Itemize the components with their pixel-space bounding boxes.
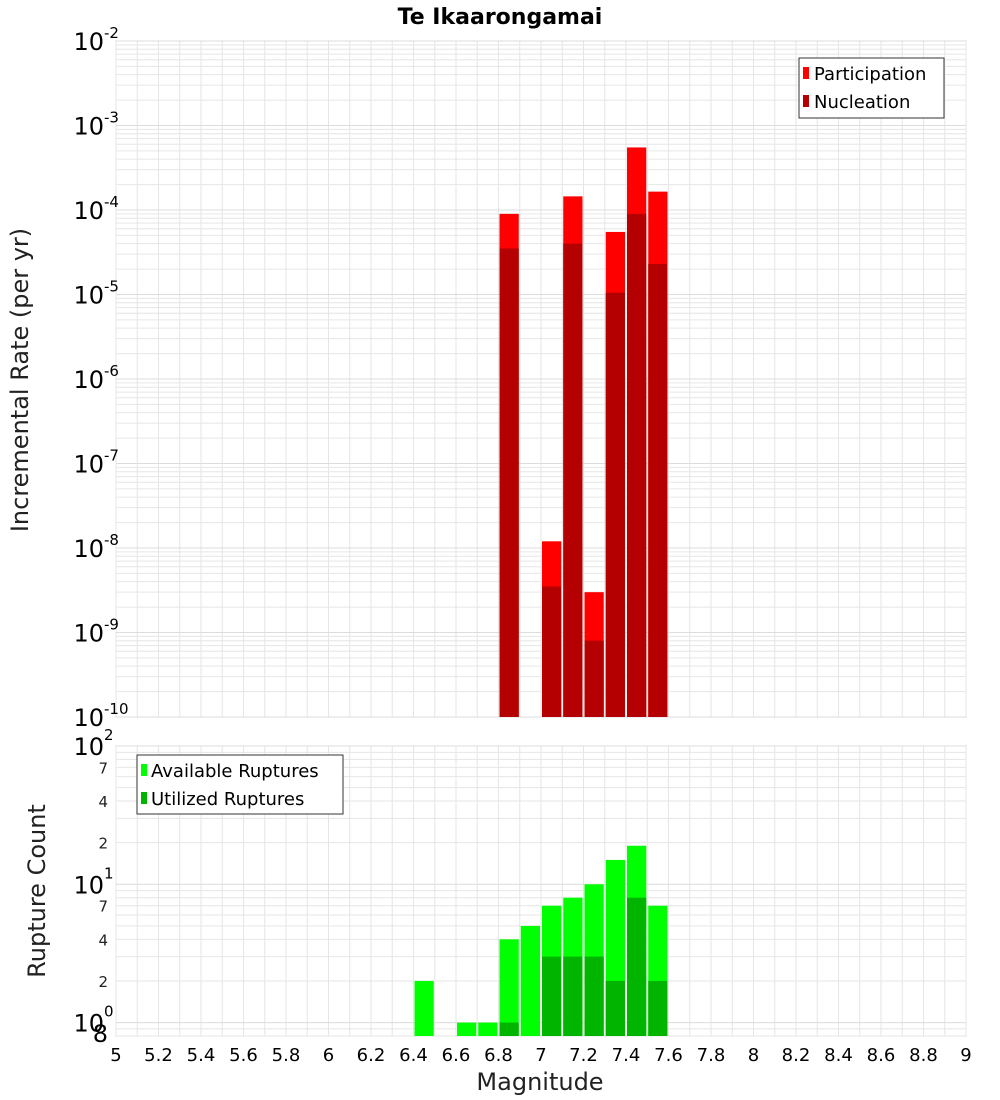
count-y-tick-base: 10 (73, 733, 104, 761)
rate-nucleation-bar (605, 292, 625, 717)
count-y-tick-minor: 8 (93, 1020, 108, 1048)
count-y-tick-base: 10 (73, 1010, 104, 1038)
x-tick-label: 6.4 (399, 1045, 428, 1066)
rate-y-tick-base: 10 (73, 197, 104, 225)
rate-y-tick-exponent: -4 (104, 193, 119, 211)
x-tick-label: 8.4 (824, 1045, 853, 1066)
rate-y-tick-base: 10 (73, 535, 104, 563)
nucleation-swatch (803, 95, 809, 107)
count-y-tick-minor: 7 (98, 898, 108, 916)
nucleation-legend-label: Nucleation (814, 92, 910, 113)
rate-y-tick-base: 10 (73, 282, 104, 310)
x-axis-label: Magnitude (476, 1068, 603, 1096)
count-y-tick-minor: 2 (98, 973, 108, 991)
count-available-ruptures-bar (478, 1022, 498, 1036)
x-tick-label: 6.6 (442, 1045, 471, 1066)
rate-y-tick-base: 10 (73, 28, 104, 56)
rate-nucleation-bar (499, 248, 519, 717)
count-y-tick-exponent: 0 (104, 1003, 114, 1021)
rate-y-tick-exponent: -5 (104, 278, 119, 296)
rate-y-axis-label: Incremental Rate (per yr) (6, 228, 34, 532)
rate-y-tick-base: 10 (73, 366, 104, 394)
count-y-tick-exponent: 2 (104, 726, 114, 744)
utilized-swatch (141, 792, 147, 804)
available-legend-label: Available Ruptures (151, 761, 319, 782)
x-tick-label: 7.4 (612, 1045, 641, 1066)
count-utilized-ruptures-bar (605, 980, 625, 1036)
rate-legend-box (798, 57, 945, 119)
rate-nucleation-bar (563, 243, 583, 718)
count-available-ruptures-bar (414, 980, 434, 1036)
count-y-tick-minor: 4 (98, 931, 108, 949)
rate-y-tick-exponent: -8 (104, 531, 119, 549)
utilized-legend-label: Utilized Ruptures (151, 789, 304, 810)
x-tick-label: 7.8 (697, 1045, 726, 1066)
count-utilized-ruptures-bar (627, 897, 647, 1036)
count-y-tick-minor: 4 (98, 793, 108, 811)
chart-title: Te Ikaarongamai (398, 5, 603, 30)
count-plot-bars (414, 845, 668, 1036)
rate-nucleation-bar (542, 586, 562, 717)
count-available-ruptures-bar (499, 939, 519, 1036)
x-tick-label: 6.2 (357, 1045, 386, 1066)
x-tick-label: 7.6 (654, 1045, 683, 1066)
rate-plot-y-ticks: 10-210-310-410-510-610-710-810-910-10 (73, 24, 128, 732)
x-tick-label: 5.8 (272, 1045, 301, 1066)
count-y-axis-label: Rupture Count (23, 804, 51, 978)
rate-y-tick-exponent: -2 (104, 24, 119, 42)
rate-y-tick-exponent: -10 (104, 700, 129, 718)
x-tick-label: 8.6 (867, 1045, 896, 1066)
rate-y-tick-base: 10 (73, 451, 104, 479)
count-y-tick-exponent: 1 (104, 864, 114, 882)
x-tick-label: 5.4 (187, 1045, 216, 1066)
x-tick-label: 6.8 (484, 1045, 513, 1066)
count-legend-box (136, 754, 344, 815)
count-y-tick-minor: 2 (98, 835, 108, 853)
count-available-ruptures-bar (457, 1022, 477, 1036)
count-utilized-ruptures-bar (542, 956, 562, 1036)
rate-plot: 10-210-310-410-510-610-710-810-910-10 Pa… (6, 24, 967, 732)
available-swatch (141, 764, 147, 776)
count-utilized-ruptures-bar (584, 956, 604, 1036)
x-tick-label: 6 (323, 1045, 334, 1066)
rate-nucleation-bar (584, 640, 604, 717)
rate-nucleation-bar (627, 213, 647, 717)
participation-legend-label: Participation (814, 64, 926, 85)
count-available-ruptures-bar (520, 925, 540, 1036)
x-tick-label: 8.2 (782, 1045, 811, 1066)
rate-y-tick-base: 10 (73, 704, 104, 732)
x-tick-label: 8 (748, 1045, 759, 1066)
rate-y-tick-base: 10 (73, 620, 104, 648)
x-tick-label: 5 (110, 1045, 121, 1066)
x-tick-label: 5.6 (229, 1045, 258, 1066)
rate-y-tick-exponent: -7 (104, 447, 119, 465)
count-utilized-ruptures-bar (563, 956, 583, 1036)
x-tick-label: 7.2 (569, 1045, 598, 1066)
count-y-tick-minor: 7 (98, 759, 108, 777)
rate-y-tick-base: 10 (73, 113, 104, 141)
count-utilized-ruptures-bar (648, 980, 668, 1036)
participation-swatch (803, 67, 809, 79)
x-tick-label: 7 (535, 1045, 546, 1066)
rate-plot-grid (115, 40, 967, 718)
count-legend: Available Ruptures Utilized Ruptures (136, 754, 344, 815)
x-tick-label: 8.8 (909, 1045, 938, 1066)
count-y-tick-base: 10 (73, 871, 104, 899)
rate-y-tick-exponent: -9 (104, 616, 119, 634)
rate-legend: Participation Nucleation (798, 57, 945, 119)
rate-plot-bars (499, 147, 668, 718)
x-axis-ticks: 5 5.2 5.4 5.6 5.8 6 6.2 6.4 6.6 6.8 7 7.2 7.4 7.6 7.8 8… (110, 1045, 971, 1066)
rate-y-tick-exponent: -6 (104, 362, 119, 380)
rate-nucleation-bar (648, 263, 668, 717)
x-tick-label: 9 (960, 1045, 971, 1066)
x-tick-label: 5.2 (144, 1045, 173, 1066)
rate-y-tick-exponent: -3 (104, 109, 119, 127)
count-utilized-ruptures-bar (499, 1022, 519, 1036)
